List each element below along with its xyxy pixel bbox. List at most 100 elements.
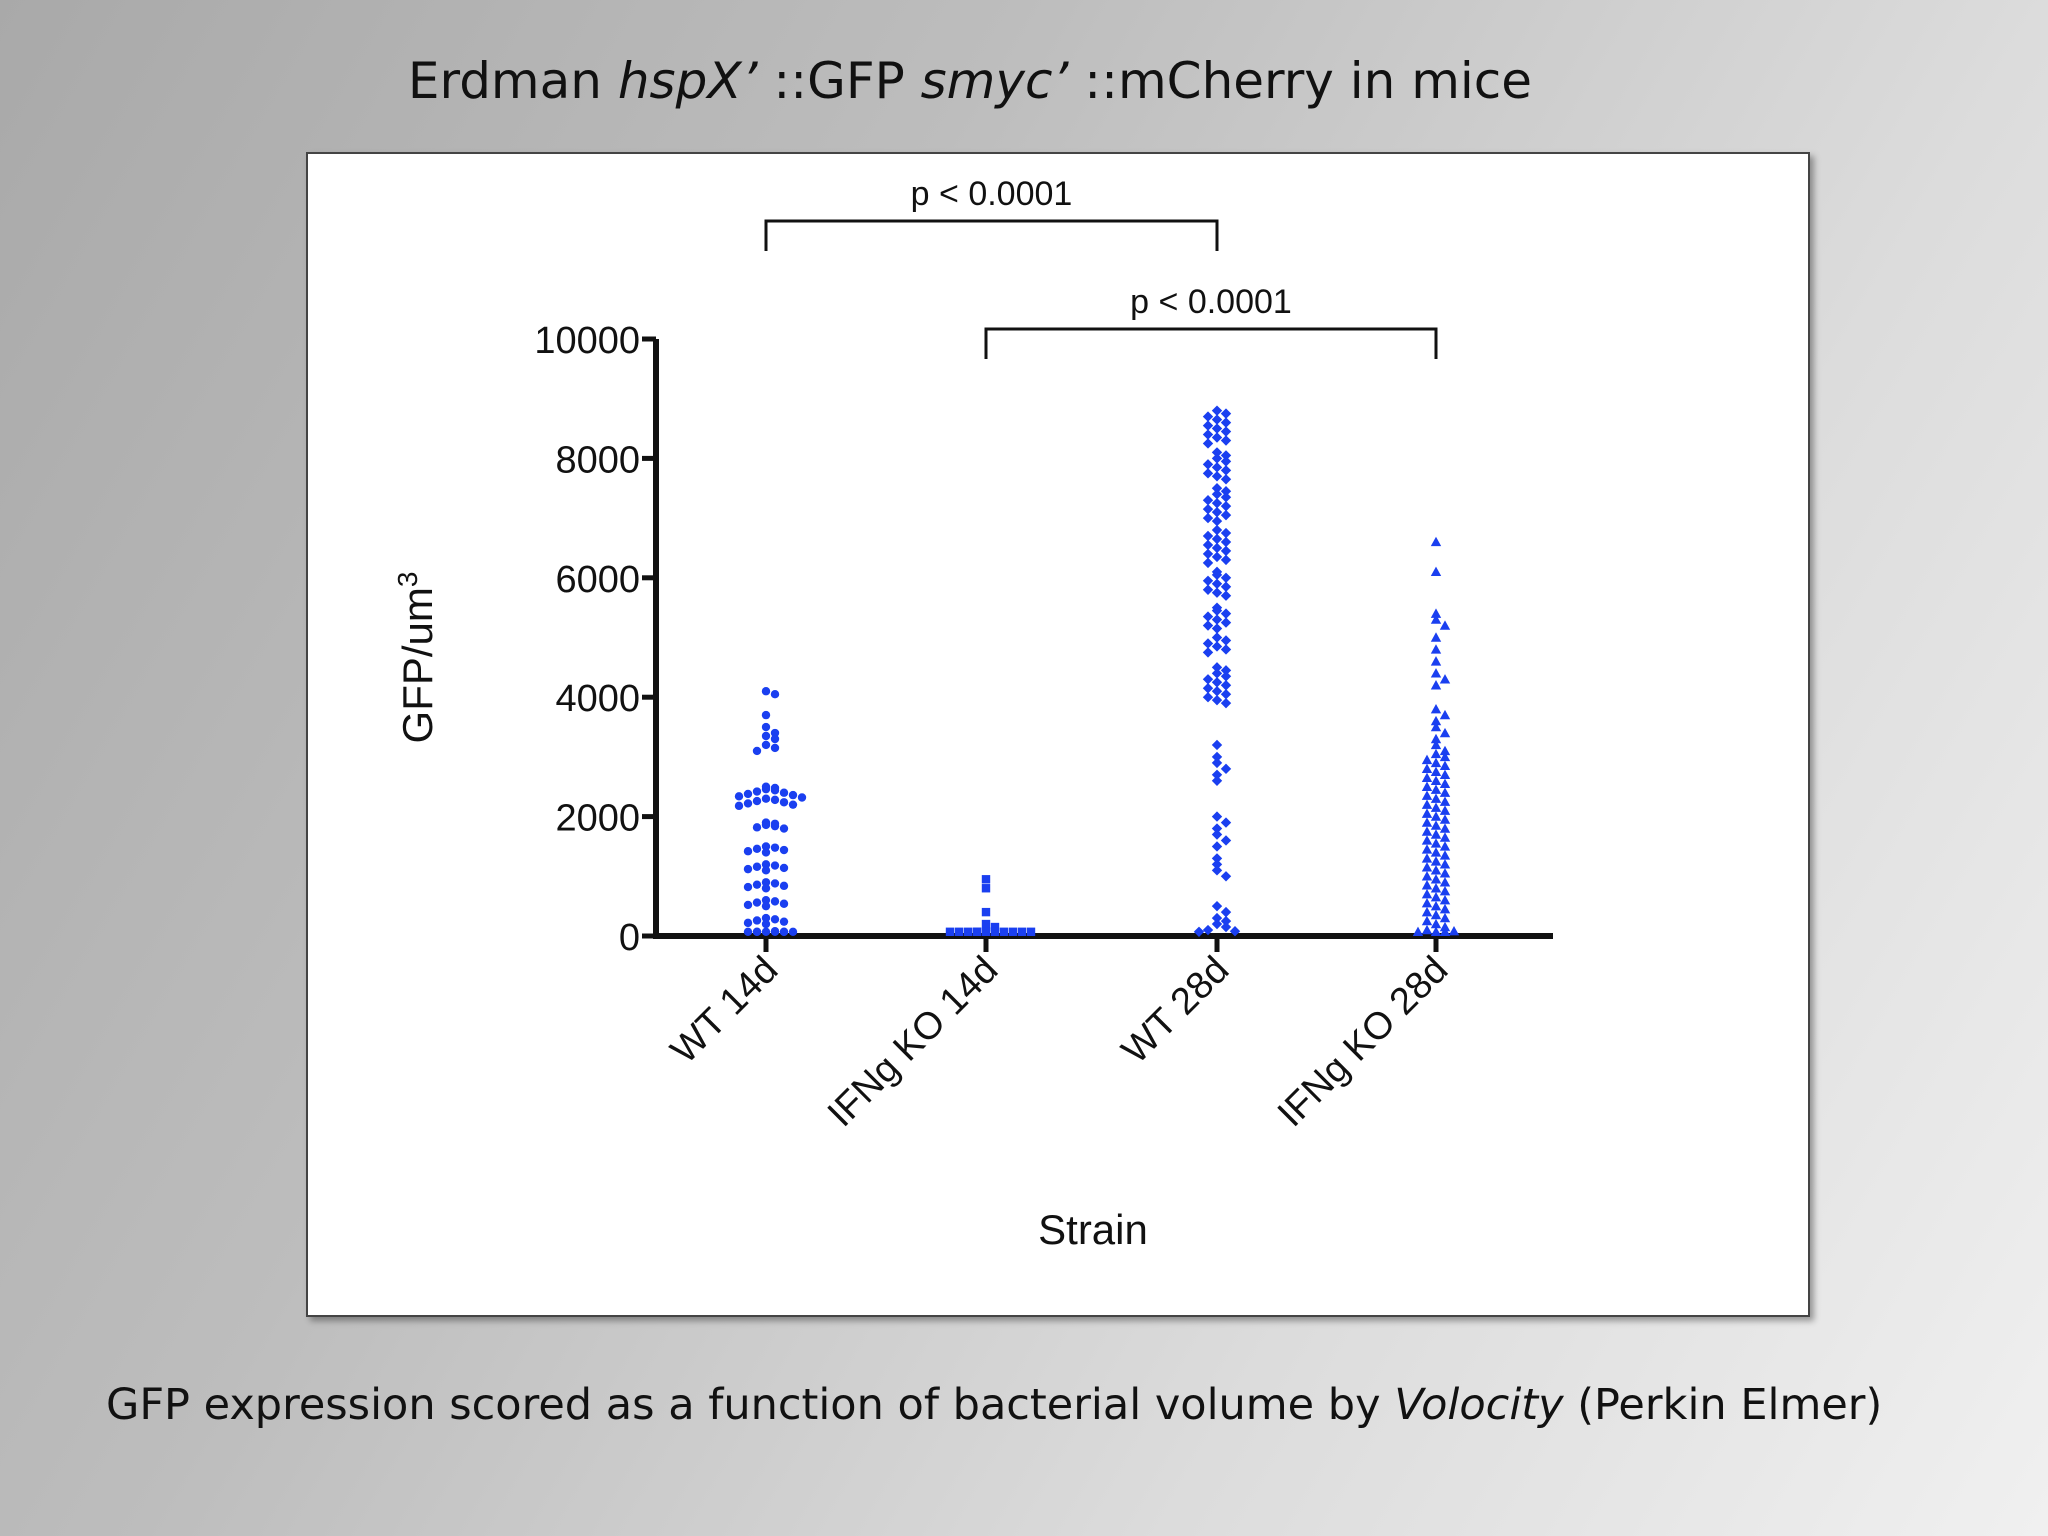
data-point	[761, 919, 771, 929]
data-point	[761, 884, 771, 893]
data-point	[1229, 926, 1241, 937]
data-point	[761, 740, 771, 750]
data-point	[761, 878, 771, 887]
data-point	[1439, 859, 1451, 869]
data-point	[1220, 906, 1232, 918]
data-point	[1439, 778, 1451, 788]
data-point	[1211, 471, 1223, 482]
data-point	[1430, 748, 1442, 759]
data-point	[1439, 926, 1451, 936]
data-point	[1439, 727, 1451, 738]
data-point	[1202, 611, 1214, 622]
data-point	[1430, 865, 1442, 875]
data-point	[1220, 509, 1232, 521]
data-point	[1211, 865, 1223, 876]
data-point	[1439, 823, 1451, 833]
data-point	[779, 845, 789, 855]
data-point	[779, 917, 789, 926]
data-point	[1211, 641, 1223, 652]
y-axis-label: GFP/um3	[392, 572, 442, 744]
data-point	[1008, 927, 1018, 936]
data-point	[743, 799, 753, 808]
data-point	[1439, 769, 1451, 780]
data-point	[1220, 581, 1232, 592]
data-point	[1220, 689, 1232, 700]
data-point	[981, 927, 991, 936]
data-point	[1220, 915, 1232, 927]
caption-software-name: Volocity	[1394, 1380, 1564, 1430]
data-point	[1421, 924, 1433, 935]
data-point	[1211, 462, 1223, 473]
data-point	[1430, 632, 1442, 642]
data-point	[981, 919, 991, 929]
data-point	[1202, 512, 1214, 524]
data-point	[779, 863, 789, 873]
data-point	[1211, 751, 1223, 763]
data-point	[1211, 662, 1223, 673]
data-point	[797, 793, 807, 802]
data-point	[1202, 503, 1214, 515]
data-point	[1211, 453, 1223, 464]
data-point	[743, 789, 753, 799]
data-point	[761, 866, 771, 875]
data-point	[752, 746, 762, 756]
data-point	[1202, 530, 1214, 542]
data-point	[1211, 918, 1223, 930]
data-point	[752, 916, 762, 925]
data-point	[1220, 486, 1232, 497]
data-point	[734, 792, 744, 801]
data-point	[1421, 906, 1433, 917]
data-point	[1202, 575, 1214, 586]
data-point	[770, 734, 780, 744]
data-point	[1017, 927, 1027, 936]
data-point	[779, 798, 789, 807]
y-tick-label: 6000	[555, 559, 640, 601]
slide-caption: GFP expression scored as a function of b…	[106, 1380, 1882, 1430]
data-point	[1430, 703, 1442, 714]
y-tick-label: 10000	[534, 320, 640, 362]
y-tick-label: 0	[619, 917, 640, 959]
data-point	[945, 927, 955, 936]
data-point	[788, 790, 798, 800]
data-point	[963, 927, 973, 936]
data-point	[1421, 862, 1433, 872]
data-point	[1220, 545, 1232, 557]
data-point	[981, 884, 991, 893]
data-point	[1430, 926, 1442, 936]
data-point	[1211, 632, 1223, 643]
data-point	[770, 861, 780, 870]
data-point	[1439, 751, 1451, 762]
data-point	[788, 927, 798, 936]
data-point	[1439, 841, 1451, 851]
x-tick-label: WT 14d	[663, 949, 786, 1072]
data-point	[752, 880, 762, 889]
data-point	[1211, 551, 1223, 563]
data-point	[1202, 674, 1214, 685]
data-point	[761, 895, 771, 905]
chart-frame: 0 2000 4000 6000 8000 10000 GFP/um3 WT 14d IFNg …	[306, 152, 1810, 1317]
data-point	[1220, 500, 1232, 512]
data-point	[1220, 617, 1232, 628]
data-point	[1421, 790, 1433, 800]
data-point	[1220, 426, 1232, 437]
data-point	[1211, 524, 1223, 536]
data-point	[981, 907, 991, 917]
data-point	[1220, 665, 1232, 676]
data-point	[743, 927, 753, 936]
data-point	[1220, 536, 1232, 548]
data-point	[1211, 405, 1223, 416]
data-point	[743, 882, 753, 892]
data-point	[1211, 912, 1223, 924]
data-point	[1220, 763, 1232, 775]
y-tick-label: 8000	[555, 439, 640, 481]
data-point	[1439, 886, 1451, 896]
data-point	[1220, 417, 1232, 428]
data-point	[779, 881, 789, 891]
data-point	[1211, 614, 1223, 625]
data-point	[1202, 647, 1214, 658]
data-point	[1430, 838, 1442, 848]
data-point	[1202, 438, 1214, 449]
data-point	[1421, 871, 1433, 881]
data-point	[1439, 796, 1451, 806]
data-point	[1421, 754, 1433, 765]
